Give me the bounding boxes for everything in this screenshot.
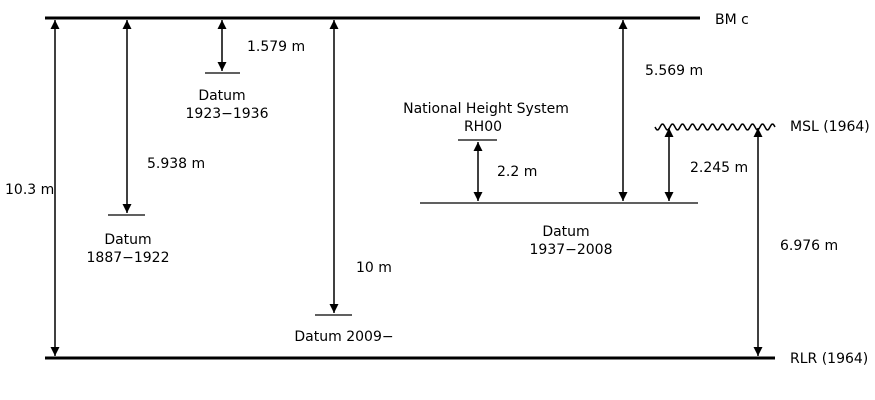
datum-1937-years: 1937−2008 [530, 242, 613, 258]
datum-2009-name: Datum 2009− [294, 329, 393, 345]
msl-label: MSL (1964) [790, 119, 870, 135]
measure-rh00-1937: 2.2 m [497, 164, 537, 180]
datum-1923-name: Datum [198, 88, 245, 104]
nhs-code: RH00 [464, 119, 502, 135]
datum-1937-name: Datum [542, 224, 589, 240]
measure-msl-1937: 2.245 m [690, 160, 748, 176]
measure-bm-2009: 10 m [356, 260, 392, 276]
measure-bm-1923: 1.579 m [247, 39, 305, 55]
datum-1887-name: Datum [104, 232, 151, 248]
measure-bm-1887: 5.938 m [147, 156, 205, 172]
bm-label: BM c [715, 12, 749, 28]
msl-wave-line [654, 123, 776, 131]
datum-1887-years: 1887−1922 [87, 250, 170, 266]
datum-1923-years: 1923−1936 [186, 106, 269, 122]
rlr-label: RLR (1964) [790, 351, 868, 367]
measure-msl-rlr: 6.976 m [780, 238, 838, 254]
measure-bm-1937: 5.569 m [645, 63, 703, 79]
measure-bm-rlr: 10.3 m [5, 182, 54, 198]
nhs-name: National Height System [403, 101, 569, 117]
